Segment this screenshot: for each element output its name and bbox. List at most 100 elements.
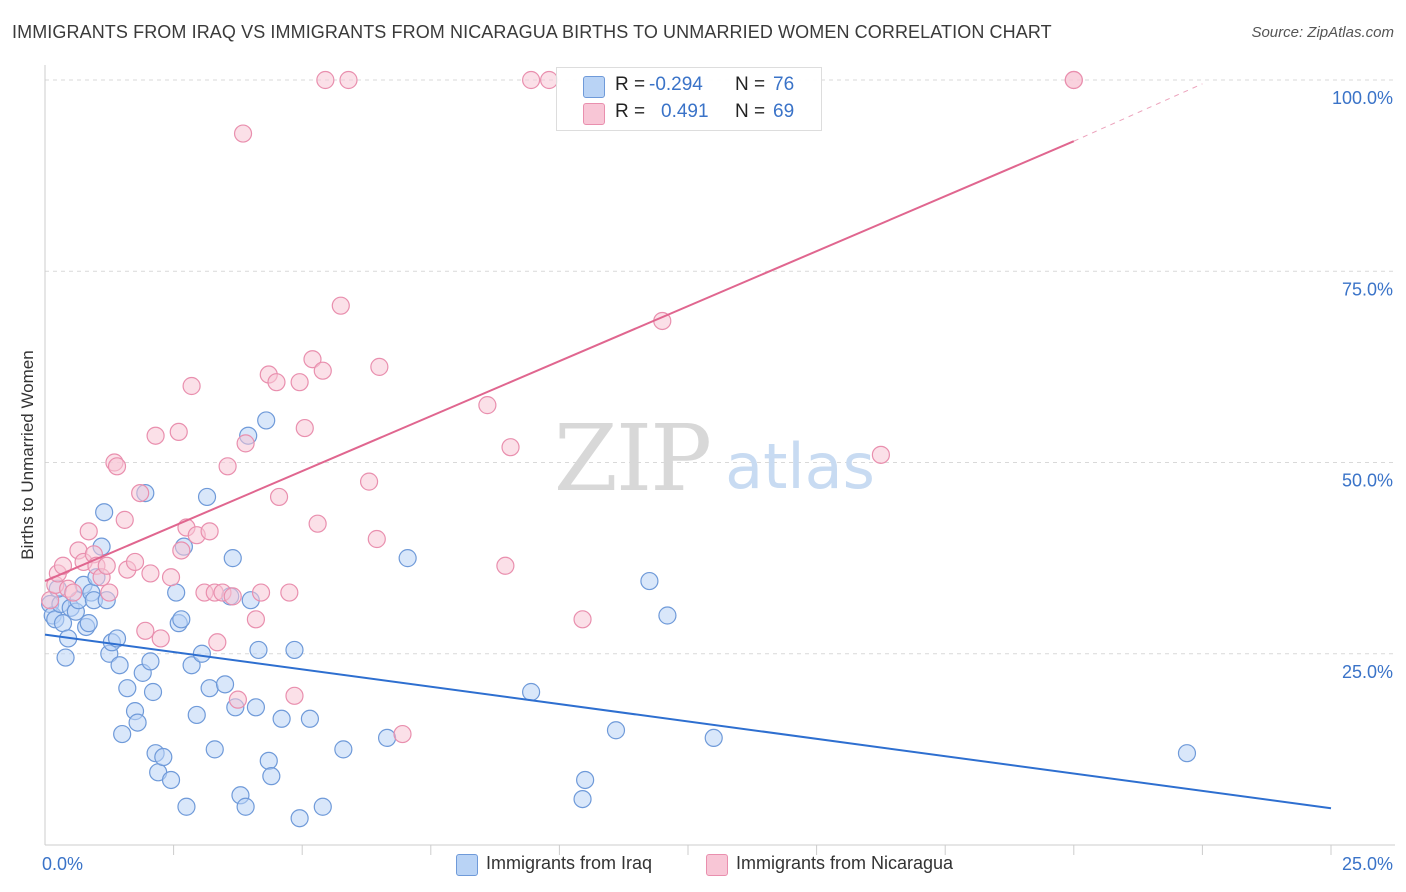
- data-point-nicaragua: [1064, 70, 1083, 90]
- data-point-nicaragua: [79, 522, 98, 541]
- data-point-nicaragua: [146, 426, 165, 445]
- data-point-iraq: [113, 724, 132, 744]
- data-point-iraq: [246, 698, 266, 717]
- axis-layer: [44, 65, 1395, 855]
- data-point-iraq: [300, 709, 320, 728]
- data-point-nicaragua: [141, 564, 160, 583]
- data-point-iraq: [522, 682, 541, 702]
- data-point-nicaragua: [161, 568, 181, 587]
- data-point-iraq: [187, 705, 206, 725]
- watermark-zip: ZIP: [554, 405, 710, 512]
- data-point-iraq: [177, 797, 196, 816]
- data-point-iraq: [110, 656, 129, 675]
- data-point-iraq: [262, 767, 281, 786]
- y-tick-label: 100.0%: [1332, 88, 1393, 108]
- data-point-iraq: [107, 629, 127, 648]
- data-point-iraq: [1177, 744, 1197, 763]
- data-point-iraq: [334, 740, 353, 759]
- data-point-iraq: [573, 789, 592, 809]
- y-axis-label: Births to Unmarried Women: [18, 350, 37, 560]
- data-point-nicaragua: [223, 587, 242, 606]
- data-point-iraq: [215, 675, 235, 694]
- watermark: ZIP atlas: [554, 405, 875, 512]
- trend-line-nicaragua-extension: [1073, 83, 1203, 142]
- legend-n-value-iraq: 76: [773, 74, 795, 95]
- data-point-nicaragua: [228, 690, 247, 709]
- data-point-nicaragua: [269, 487, 289, 507]
- data-point-nicaragua: [97, 556, 116, 575]
- source-credit: Source: ZipAtlas.com: [1251, 24, 1394, 41]
- correlation-legend: R = -0.294 N = 76 R = 0.491 N = 69: [556, 67, 822, 131]
- x-tick-label: 25.0%: [1342, 854, 1393, 874]
- data-point-iraq: [606, 721, 626, 740]
- data-point-iraq: [56, 648, 75, 667]
- data-point-iraq: [377, 728, 397, 748]
- data-point-iraq: [128, 713, 147, 732]
- data-point-iraq: [182, 656, 201, 675]
- data-point-nicaragua: [172, 541, 191, 560]
- watermark-atlas: atlas: [725, 430, 875, 503]
- data-point-nicaragua: [182, 376, 201, 396]
- legend-r-value-nicaragua: 0.491: [661, 101, 709, 122]
- trend-line-nicaragua: [44, 140, 1075, 582]
- data-point-iraq: [141, 652, 160, 671]
- data-point-nicaragua: [218, 457, 237, 476]
- bottom-legend-swatch-iraq: [456, 854, 478, 876]
- data-point-nicaragua: [236, 434, 255, 453]
- data-point-iraq: [161, 770, 181, 790]
- data-point-iraq: [205, 740, 224, 759]
- grid-layer: [45, 79, 1395, 655]
- tick-label-layer: 25.0% 50.0% 75.0% 100.0% 0.0% 25.0%: [42, 88, 1393, 874]
- data-point-iraq: [658, 606, 677, 625]
- data-point-iraq: [257, 411, 276, 430]
- legend-swatch-iraq: [583, 76, 605, 98]
- data-point-nicaragua: [233, 124, 253, 143]
- data-point-nicaragua: [107, 457, 127, 476]
- data-point-nicaragua: [871, 445, 891, 464]
- data-point-nicaragua: [136, 621, 155, 640]
- bottom-legend-label-iraq: Immigrants from Iraq: [486, 853, 653, 873]
- legend-n-label: N =: [735, 74, 766, 95]
- data-point-nicaragua: [100, 583, 119, 602]
- legend-swatch-nicaragua: [583, 103, 605, 125]
- data-point-iraq: [272, 709, 291, 728]
- chart-title: IMMIGRANTS FROM IRAQ VS IMMIGRANTS FROM …: [12, 22, 1052, 42]
- y-tick-label: 25.0%: [1342, 662, 1393, 682]
- data-point-nicaragua: [370, 357, 389, 376]
- data-point-iraq: [290, 809, 309, 828]
- data-point-nicaragua: [303, 350, 322, 369]
- data-point-iraq: [79, 614, 98, 633]
- data-point-nicaragua: [267, 373, 286, 392]
- data-point-nicaragua: [208, 633, 227, 652]
- data-point-nicaragua: [151, 629, 170, 648]
- data-point-nicaragua: [41, 591, 60, 610]
- data-point-nicaragua: [316, 70, 335, 90]
- legend-r-label: R =: [615, 101, 646, 122]
- data-point-iraq: [576, 770, 595, 790]
- data-point-iraq: [143, 682, 163, 702]
- data-point-nicaragua: [359, 472, 379, 491]
- data-point-nicaragua: [131, 484, 150, 503]
- data-point-iraq: [704, 728, 723, 748]
- legend-r-label: R =: [615, 74, 646, 95]
- data-point-iraq: [313, 797, 332, 816]
- data-point-nicaragua: [522, 70, 541, 90]
- data-point-nicaragua: [64, 583, 83, 602]
- data-point-iraq: [223, 549, 242, 568]
- data-point-nicaragua: [246, 610, 266, 629]
- data-point-iraq: [154, 747, 173, 767]
- y-tick-label: 75.0%: [1342, 279, 1393, 299]
- trend-line-iraq: [44, 633, 1332, 810]
- data-point-nicaragua: [285, 686, 304, 705]
- legend-r-value-iraq: -0.294: [649, 74, 703, 95]
- bottom-legend-label-nicaragua: Immigrants from Nicaragua: [736, 853, 954, 873]
- data-point-nicaragua: [496, 556, 515, 575]
- data-point-nicaragua: [501, 438, 520, 457]
- data-point-iraq: [197, 487, 217, 507]
- legend-n-value-nicaragua: 69: [773, 101, 795, 122]
- trend-layer: [44, 83, 1332, 810]
- data-point-nicaragua: [115, 510, 134, 529]
- data-point-nicaragua: [339, 70, 358, 90]
- data-point-iraq: [249, 640, 268, 660]
